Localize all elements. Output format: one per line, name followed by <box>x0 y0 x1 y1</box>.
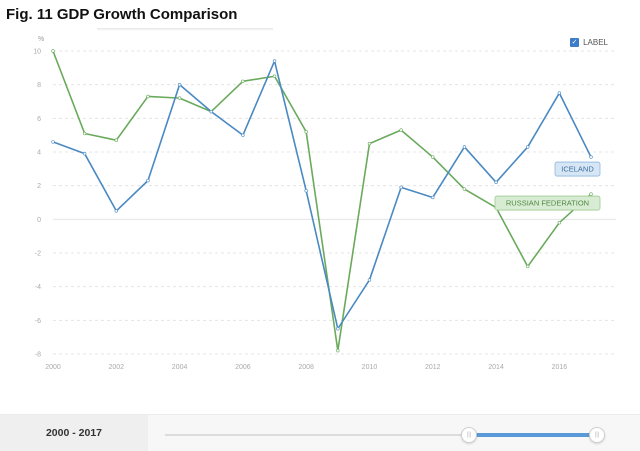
data-point <box>399 185 403 190</box>
data-point <box>51 140 55 144</box>
range-label: 2000 - 2017 <box>0 415 148 451</box>
series-line-russia <box>52 50 592 352</box>
data-point <box>367 141 372 146</box>
series-label-iceland: ICELAND <box>561 165 594 174</box>
y-tick-label: -4 <box>35 284 41 291</box>
data-point <box>431 155 435 159</box>
data-point <box>431 195 435 200</box>
x-tick-label: 2014 <box>488 364 504 371</box>
y-axis-unit: % <box>38 36 45 43</box>
y-tick-label: 10 <box>33 49 41 56</box>
y-tick-label: 8 <box>37 82 41 89</box>
data-point <box>177 96 182 100</box>
data-point <box>526 145 530 149</box>
data-point <box>589 155 593 159</box>
y-tick-label: -8 <box>35 352 41 359</box>
data-point <box>336 327 340 331</box>
series-line-iceland <box>52 60 592 330</box>
line-chart: 10 8 6 4 2 0 -2 -4 -6 -8 2000 2002 2004 2006 2008 2010 2… <box>33 49 616 371</box>
data-point <box>462 187 467 191</box>
x-tick-label: 2002 <box>109 364 125 371</box>
series-label-russia: RUSSIAN FEDERATION <box>506 199 589 208</box>
data-point <box>272 74 277 78</box>
series-label-box <box>494 195 601 211</box>
x-tick-label: 2006 <box>235 364 251 371</box>
x-tick-label: 2004 <box>172 364 188 371</box>
figure-title: Fig. 11 GDP Growth Comparison <box>6 6 238 23</box>
label-toggle-text: LABEL <box>583 38 608 47</box>
x-tick-label: 2010 <box>362 364 378 371</box>
data-point <box>526 264 530 269</box>
checkbox-checked-icon[interactable]: ✓ <box>570 38 580 47</box>
data-point <box>494 180 498 185</box>
x-tick-label: 2000 <box>45 364 61 371</box>
data-point <box>241 79 245 84</box>
data-point <box>557 221 562 225</box>
data-point <box>589 192 593 196</box>
data-point <box>367 278 372 282</box>
data-point <box>304 130 308 134</box>
data-point <box>82 131 87 136</box>
x-tick-label: 2008 <box>298 364 314 371</box>
title-underline <box>97 28 273 31</box>
y-tick-label: -6 <box>35 318 41 325</box>
data-point <box>114 138 118 142</box>
data-point <box>336 348 340 353</box>
label-toggle[interactable]: ✓ LABEL <box>570 38 608 47</box>
data-point <box>177 82 182 87</box>
data-point <box>241 133 245 137</box>
y-tick-label: 0 <box>37 217 41 224</box>
data-point <box>146 94 150 99</box>
data-point <box>146 178 150 183</box>
data-point <box>82 151 87 156</box>
x-tick-label: 2016 <box>552 364 568 371</box>
y-tick-label: 2 <box>37 183 41 190</box>
data-point <box>209 109 213 114</box>
slider-handle-right[interactable]: ||| <box>589 427 605 443</box>
y-tick-label: 6 <box>37 116 41 123</box>
data-point <box>51 49 55 53</box>
data-point <box>462 145 467 149</box>
slider-track[interactable] <box>165 434 598 436</box>
data-point <box>272 59 277 63</box>
data-point <box>557 91 562 95</box>
y-tick-label: -2 <box>35 251 41 258</box>
data-point <box>304 189 308 193</box>
range-slider: 2000 - 2017 ||| ||| <box>0 414 640 451</box>
series-label-box <box>554 161 601 177</box>
slider-selected-range <box>468 433 596 437</box>
y-tick-label: 4 <box>37 150 41 157</box>
x-tick-label: 2012 <box>425 364 441 371</box>
data-point <box>114 209 118 213</box>
data-point <box>399 128 403 132</box>
slider-handle-left[interactable]: ||| <box>461 427 477 443</box>
